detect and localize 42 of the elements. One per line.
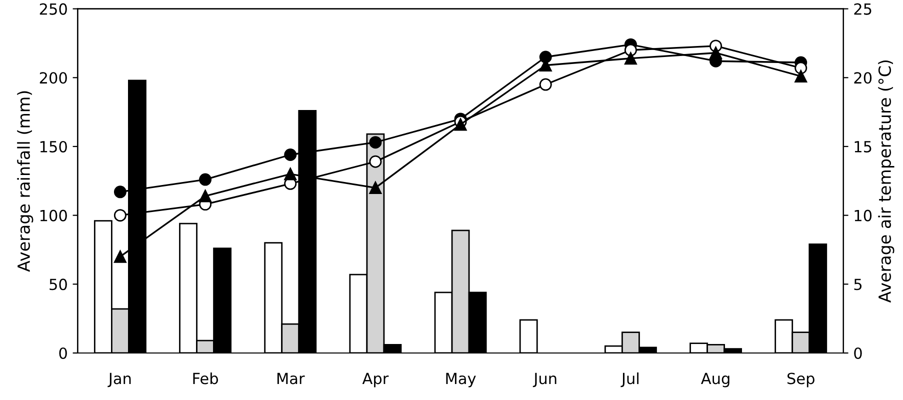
y-tick-label: 250: [40, 3, 67, 15]
point: [114, 186, 126, 198]
x-tick-label: Jan: [108, 372, 131, 388]
x-tick-label: Aug: [700, 372, 730, 388]
y2-tick-label: 25: [854, 3, 872, 15]
point: [794, 70, 808, 83]
point: [539, 50, 552, 64]
x-tick-label: Feb: [193, 372, 218, 384]
y-tick-label: 200: [40, 72, 67, 84]
x-tick-label: Sep: [787, 372, 814, 388]
point: [454, 118, 467, 131]
point: [710, 46, 722, 60]
point: [794, 62, 808, 74]
bar: [519, 319, 538, 353]
point: [539, 78, 552, 91]
x-tick-label: Jun: [532, 372, 556, 388]
x-tick-label: Jul: [620, 372, 638, 388]
x-tick-label: May: [446, 372, 476, 388]
point: [114, 250, 126, 263]
y2-tick-label: 0: [854, 347, 862, 360]
point: [199, 173, 212, 186]
point: [284, 148, 297, 161]
y2-tick-label: 5: [854, 278, 862, 290]
point: [284, 168, 297, 180]
x-tick-label: Mar: [277, 372, 305, 384]
y2-tick-label: 10: [854, 210, 872, 222]
point: [624, 44, 637, 56]
x-tick-label: Apr: [362, 372, 389, 388]
point: [624, 52, 637, 65]
y-tick-label: 150: [40, 140, 67, 152]
y-axis-title: Average rainfall (mm): [17, 91, 34, 272]
y-tick-label: 100: [40, 210, 67, 222]
point: [369, 136, 382, 149]
y-tick-label: 50: [50, 278, 67, 290]
point: [114, 209, 126, 222]
y2-tick-label: 15: [854, 141, 872, 152]
point: [369, 155, 382, 168]
point: [369, 182, 382, 194]
y2-axis-title: Average air temperature (°C): [878, 60, 894, 303]
point: [199, 190, 212, 202]
y2-tick-label: 20: [854, 72, 872, 84]
y-tick-label: 0: [59, 347, 67, 360]
